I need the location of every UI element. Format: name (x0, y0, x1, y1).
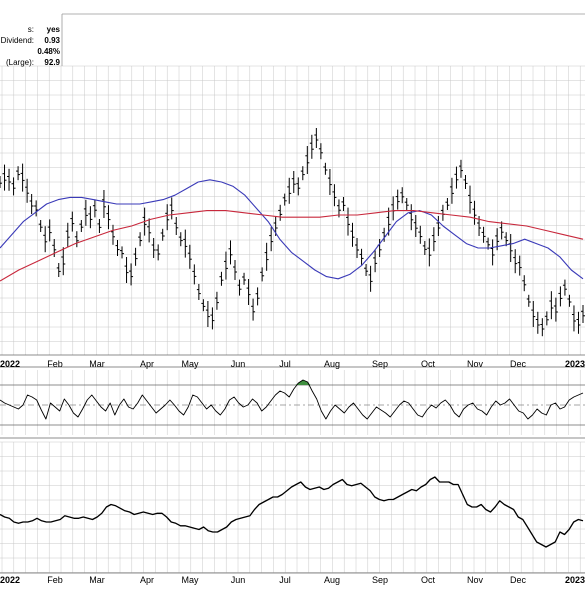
x-tick-label: Apr (140, 575, 154, 585)
stat-row-3: 0.48% (0, 46, 64, 57)
stat-label-2: al Dividend: (0, 36, 34, 45)
indicator-line (0, 379, 584, 420)
overbought-fill (295, 380, 311, 385)
stat-row-4: (Large): 92.9 (0, 57, 64, 68)
x-tick-label: Apr (140, 359, 154, 369)
x-tick-label: Aug (324, 359, 340, 369)
x-tick-label: Jul (279, 575, 291, 585)
x-tick-label: Feb (47, 359, 63, 369)
x-tick-label: Nov (467, 575, 484, 585)
x-tick-label: Feb (47, 575, 63, 585)
x-tick-label: Sep (372, 359, 388, 369)
stat-value-3: 0.48% (37, 47, 60, 56)
x-tick-label: May (181, 575, 199, 585)
x-tick-label: 2023 (565, 359, 585, 369)
x-tick-label: Oct (421, 575, 436, 585)
stat-label-1: s: (27, 25, 34, 34)
x-tick-label: Jun (231, 359, 246, 369)
x-tick-label: Aug (324, 575, 340, 585)
moving-average-short (0, 179, 584, 280)
x-tick-label: Oct (421, 359, 436, 369)
moving-average-long (0, 210, 584, 282)
x-tick-label: 2022 (0, 359, 20, 369)
x-tick-label: Nov (467, 359, 484, 369)
stat-value-2: 0.93 (44, 36, 60, 45)
x-tick-label: 2023 (565, 575, 585, 585)
x-tick-label: 2022 (0, 575, 20, 585)
x-tick-label: Dec (510, 575, 527, 585)
x-tick-label: Mar (89, 359, 105, 369)
stat-value-1: yes (46, 25, 60, 34)
x-tick-label: Jun (231, 575, 246, 585)
stat-row-2: al Dividend: 0.93 (0, 35, 64, 46)
relative-strength-line (0, 476, 584, 548)
stat-value-4: 92.9 (44, 58, 60, 67)
x-tick-label: Mar (89, 575, 105, 585)
stats-panel: s: yes al Dividend: 0.93 0.48% (Large): … (0, 24, 64, 68)
stat-label-4: (Large): (5, 58, 34, 67)
x-tick-label: Sep (372, 575, 388, 585)
x-tick-label: May (181, 359, 199, 369)
stat-row-1: s: yes (0, 24, 64, 35)
x-tick-label: Jul (279, 359, 291, 369)
x-tick-label: Dec (510, 359, 527, 369)
